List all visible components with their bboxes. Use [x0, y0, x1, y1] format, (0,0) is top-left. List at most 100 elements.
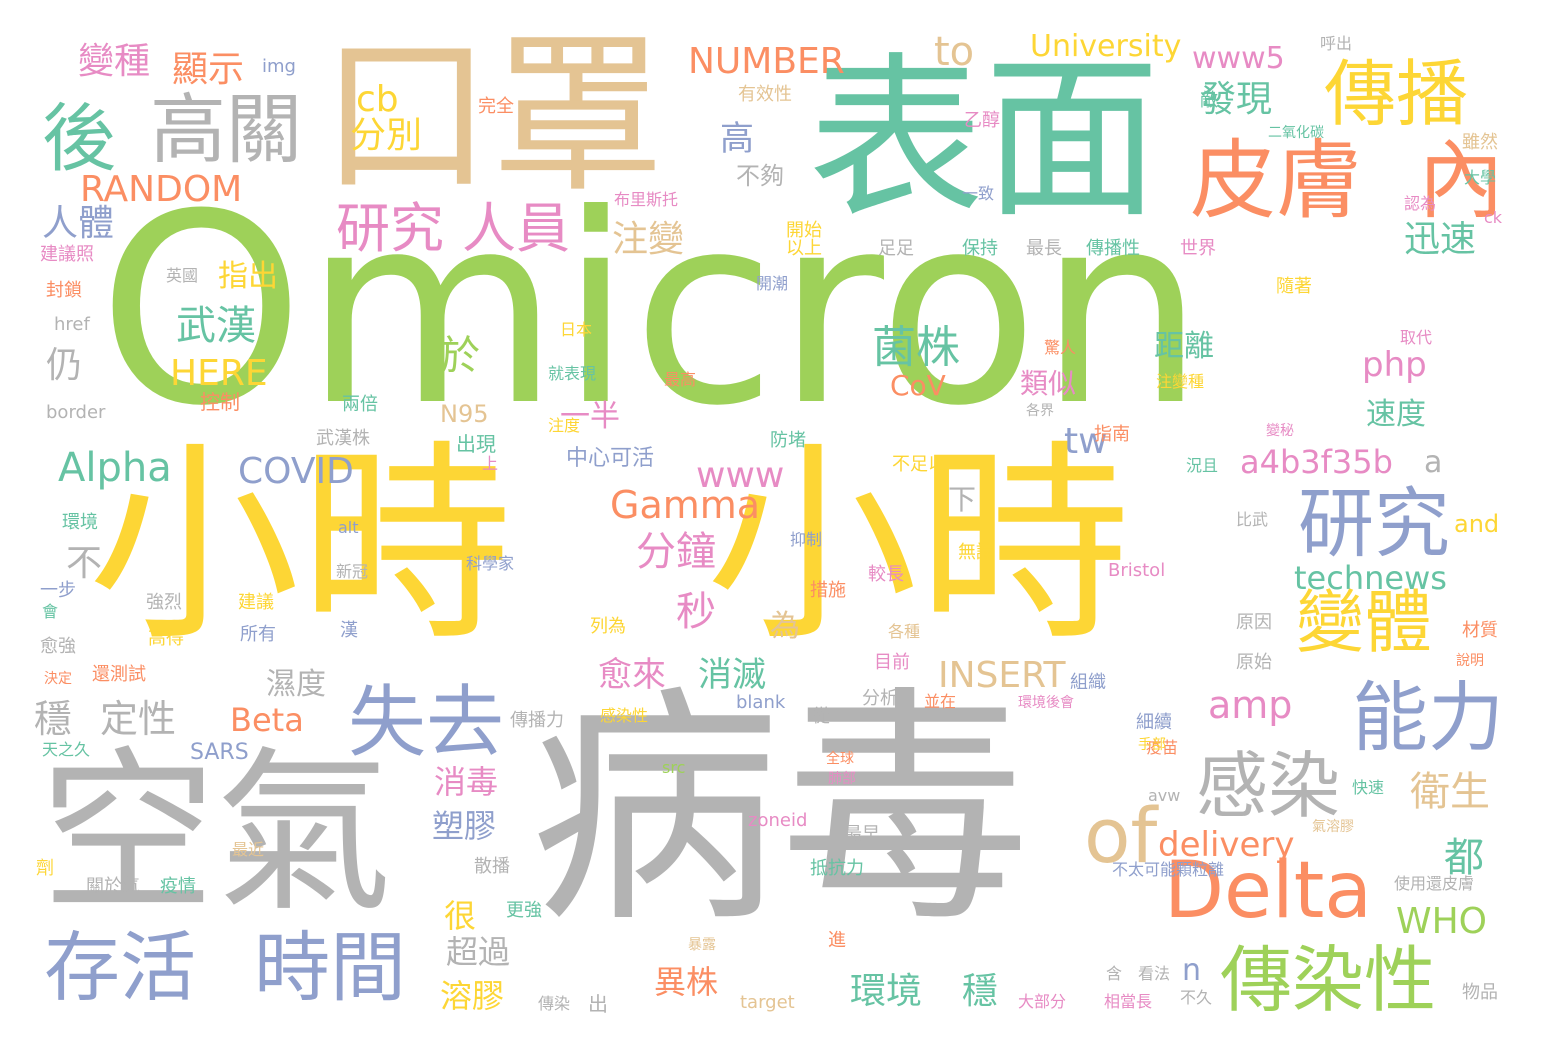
word: php	[1362, 345, 1427, 385]
word: 手部	[1138, 737, 1166, 753]
word: 物品	[1462, 982, 1498, 1003]
word: 很	[444, 897, 477, 935]
word: 一致	[962, 184, 995, 203]
word: 失去	[348, 678, 505, 768]
word: zoneid	[748, 810, 808, 831]
word: 細續	[1136, 712, 1172, 733]
word: 秒	[676, 589, 716, 635]
word: 為	[770, 609, 800, 644]
word: 變種	[78, 41, 151, 82]
word: 時間	[254, 923, 406, 1012]
word: 認為	[1404, 194, 1437, 213]
word: to	[934, 29, 975, 75]
word: HERE	[170, 353, 268, 394]
word: 注度	[548, 416, 581, 435]
word: Beta	[230, 701, 304, 739]
word: 大部分	[1018, 992, 1067, 1011]
word: CoV	[890, 369, 946, 402]
word: 二氧化碳	[1268, 125, 1324, 141]
word: 日本	[560, 320, 593, 339]
word: 下	[948, 483, 977, 516]
word: 布里斯托	[614, 190, 679, 209]
word: 原因	[1236, 612, 1272, 633]
word: NUMBER	[688, 41, 845, 82]
word: 科學家	[466, 554, 515, 573]
word: cb	[356, 79, 399, 120]
word: Omicron	[98, 158, 1205, 463]
word: 於	[440, 333, 480, 379]
word: 世界	[1180, 238, 1216, 259]
word: 最近	[232, 840, 265, 859]
word: 暴露	[688, 937, 716, 953]
word: 消毒	[434, 763, 499, 801]
word: 出	[588, 992, 608, 1016]
word: 指南	[1094, 424, 1130, 445]
word: 取代	[1400, 328, 1433, 347]
word: 建議照	[40, 244, 94, 265]
word: 還測試	[92, 664, 146, 685]
word: 疫苗	[1146, 738, 1179, 757]
word: 高關	[150, 85, 302, 174]
word: 不久	[1180, 988, 1213, 1007]
word: 速度	[1366, 397, 1426, 432]
word: 最長	[1026, 238, 1062, 259]
word: 各界	[1026, 403, 1054, 419]
word: 會	[42, 602, 59, 621]
word: 不太可能顆粒離	[1112, 860, 1225, 879]
word: 隨著	[1276, 276, 1312, 297]
word: 分別	[350, 115, 423, 156]
word: 穩	[34, 697, 73, 741]
word: 決定	[44, 671, 72, 687]
word: COVID	[238, 451, 354, 492]
word: 傳染性	[1220, 938, 1437, 1022]
word: 注變	[612, 219, 685, 260]
word: 看法	[1138, 964, 1171, 983]
word: 濕度	[266, 667, 326, 702]
word: www	[696, 455, 785, 496]
word: 組織	[1070, 672, 1106, 693]
word: 不	[66, 543, 103, 584]
word: 表面	[808, 37, 1161, 242]
word: 小時	[88, 422, 512, 669]
word: Alpha	[58, 445, 172, 491]
word: 大學	[1464, 168, 1497, 187]
word: 兩倍	[342, 394, 378, 415]
word: avw	[1148, 786, 1181, 805]
word: 全球	[826, 751, 854, 767]
word: Gamma	[610, 483, 761, 527]
word: 劑	[36, 858, 54, 879]
word: 變秘	[1266, 423, 1294, 439]
word: 上	[482, 454, 499, 473]
word: 研究	[336, 197, 444, 260]
word: www5	[1192, 41, 1285, 76]
word: 愈強	[40, 636, 76, 657]
word: 發現	[1200, 79, 1273, 120]
word: 開始	[786, 220, 822, 241]
word: 乙醇	[964, 110, 1000, 131]
word: WHO	[1396, 901, 1488, 942]
word: 存活	[44, 923, 196, 1012]
word: 超過	[446, 933, 511, 971]
word: target	[740, 992, 795, 1013]
word: 人體	[42, 203, 115, 244]
word: 內	[1418, 131, 1504, 231]
word: tw	[1064, 421, 1108, 462]
word: 疫情	[160, 876, 196, 897]
word: 高	[720, 119, 754, 159]
word: 最早	[844, 824, 880, 845]
word: 穩	[962, 971, 999, 1012]
word: 防堵	[770, 430, 806, 451]
word: blank	[736, 692, 786, 713]
word: 定性	[100, 697, 177, 741]
word: 異株	[654, 963, 719, 1001]
word: 菌株	[872, 322, 960, 373]
word: 消滅	[698, 655, 766, 695]
word: 散播	[474, 856, 510, 877]
word: N95	[440, 400, 489, 428]
word: 注變種	[1156, 372, 1205, 391]
word: 變體	[1296, 584, 1433, 663]
word: 英國	[166, 266, 199, 285]
word: 仍	[46, 345, 83, 386]
word: 強烈	[146, 592, 182, 613]
word: Bristol	[1108, 560, 1166, 581]
